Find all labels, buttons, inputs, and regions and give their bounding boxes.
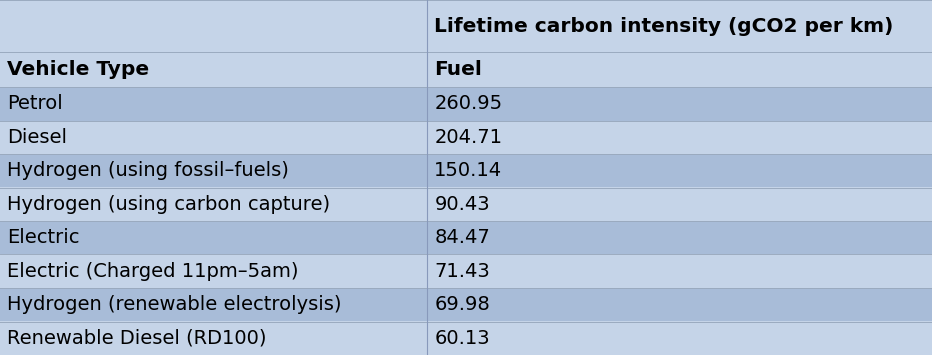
Bar <box>427 120 932 154</box>
Text: Hydrogen (using carbon capture): Hydrogen (using carbon capture) <box>7 195 331 214</box>
Text: 260.95: 260.95 <box>434 94 502 113</box>
Bar <box>427 221 932 255</box>
Bar <box>0 322 427 355</box>
Bar <box>427 187 932 221</box>
Text: 84.47: 84.47 <box>434 228 490 247</box>
Text: Fuel: Fuel <box>434 60 482 79</box>
Text: Renewable Diesel (RD100): Renewable Diesel (RD100) <box>7 329 267 348</box>
Text: Electric (Charged 11pm–5am): Electric (Charged 11pm–5am) <box>7 262 299 281</box>
Bar <box>427 154 932 187</box>
Text: Vehicle Type: Vehicle Type <box>7 60 149 79</box>
Text: Diesel: Diesel <box>7 128 67 147</box>
Bar <box>427 288 932 322</box>
Bar <box>0 255 427 288</box>
Bar <box>0 154 427 187</box>
Bar <box>427 0 932 52</box>
Text: 69.98: 69.98 <box>434 295 490 314</box>
Bar <box>427 87 932 120</box>
Text: 150.14: 150.14 <box>434 161 502 180</box>
Text: Lifetime carbon intensity (gCO2 per km): Lifetime carbon intensity (gCO2 per km) <box>434 16 894 36</box>
Bar <box>427 255 932 288</box>
Text: 204.71: 204.71 <box>434 128 502 147</box>
Text: Electric: Electric <box>7 228 80 247</box>
Bar <box>0 288 427 322</box>
Bar <box>0 221 427 255</box>
Bar <box>0 0 427 52</box>
Text: 71.43: 71.43 <box>434 262 490 281</box>
Text: 60.13: 60.13 <box>434 329 490 348</box>
Bar <box>0 120 427 154</box>
Bar <box>0 52 427 87</box>
Bar <box>427 52 932 87</box>
Bar <box>427 322 932 355</box>
Bar <box>0 87 427 120</box>
Text: Hydrogen (using fossil–fuels): Hydrogen (using fossil–fuels) <box>7 161 289 180</box>
Text: Petrol: Petrol <box>7 94 63 113</box>
Text: Hydrogen (renewable electrolysis): Hydrogen (renewable electrolysis) <box>7 295 342 314</box>
Bar <box>0 187 427 221</box>
Text: 90.43: 90.43 <box>434 195 490 214</box>
